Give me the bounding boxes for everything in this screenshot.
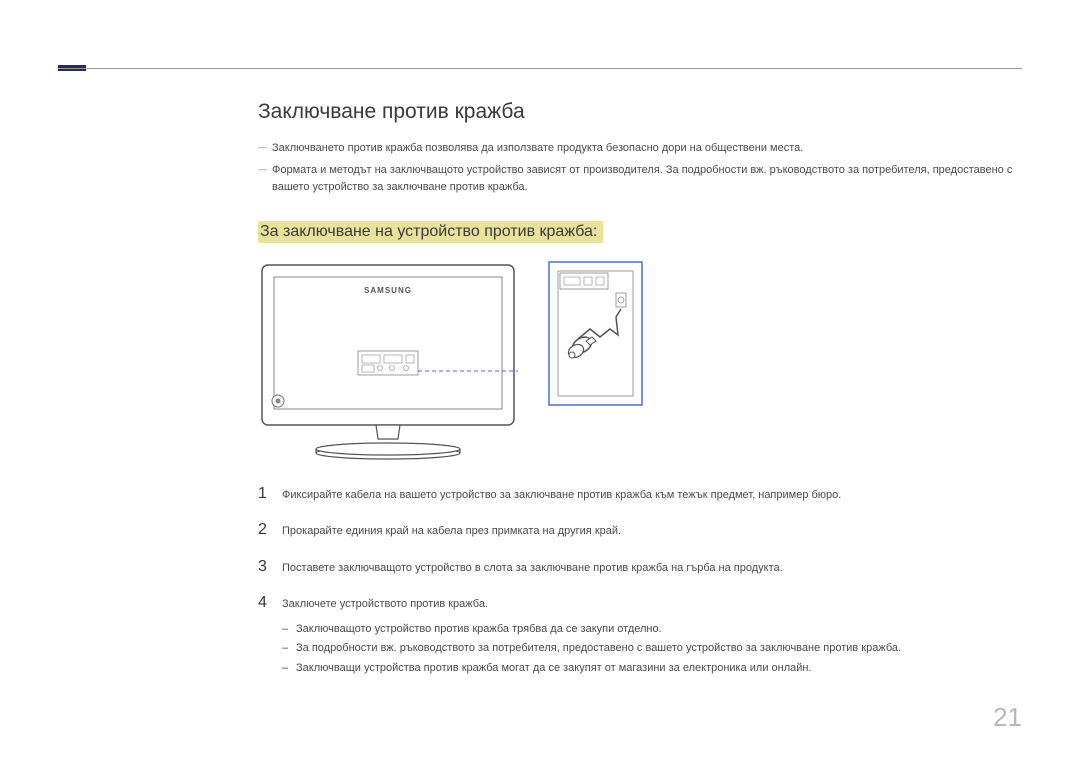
header-divider	[58, 68, 1022, 69]
step-text: Поставете заключващото устройство в слот…	[282, 560, 783, 577]
step-4: 4 Заключете устройството против кражба.	[258, 594, 1022, 613]
step-text: Прокарайте единия край на кабела през пр…	[282, 523, 621, 540]
steps-list: 1 Фиксирайте кабела на вашето устройство…	[258, 485, 1022, 678]
step-number: 1	[258, 485, 282, 503]
monitor-diagram: SAMSUNG	[258, 261, 518, 461]
main-content: Заключване против кражба Заключването пр…	[258, 100, 1022, 680]
step-text: Заключете устройството против кражба.	[282, 596, 488, 613]
step-1: 1 Фиксирайте кабела на вашето устройство…	[258, 485, 1022, 504]
lock-detail-diagram	[548, 261, 643, 406]
sub-note-2: За подробности вж. ръководството за потр…	[282, 640, 1022, 658]
step-number: 3	[258, 558, 282, 576]
step-text: Фиксирайте кабела на вашето устройство з…	[282, 487, 841, 504]
sub-note-1: Заключващото устройство против кражба тр…	[282, 621, 1022, 639]
sub-notes: Заключващото устройство против кражба тр…	[282, 621, 1022, 678]
monitor-brand-label: SAMSUNG	[364, 286, 412, 295]
step-number: 4	[258, 594, 282, 612]
intro-note-1: Заключването против кражба позволява да …	[258, 140, 1022, 158]
page-title: Заключване против кражба	[258, 100, 1022, 124]
section-heading: За заключване на устройство против кражб…	[258, 221, 603, 243]
step-number: 2	[258, 521, 282, 539]
step-2: 2 Прокарайте единия край на кабела през …	[258, 521, 1022, 540]
intro-note-2: Формата и методът на заключващото устрой…	[258, 162, 1022, 197]
diagram-container: SAMSUNG	[258, 261, 1022, 461]
page-number: 21	[993, 702, 1022, 733]
sub-note-3: Заключващи устройства против кражба мога…	[282, 660, 1022, 678]
step-3: 3 Поставете заключващото устройство в сл…	[258, 558, 1022, 577]
